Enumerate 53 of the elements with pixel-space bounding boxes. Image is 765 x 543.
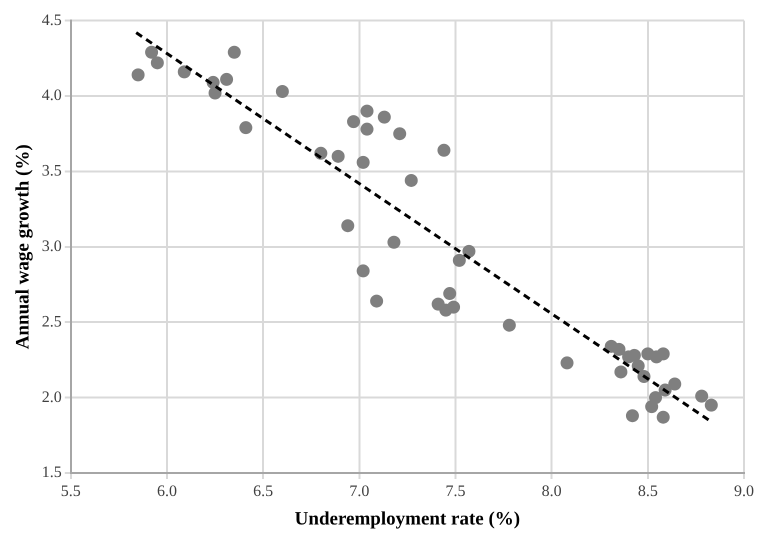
- point: [132, 68, 145, 82]
- point: [404, 174, 418, 187]
- y-tick-label: 2.0: [42, 388, 62, 406]
- point: [387, 236, 400, 249]
- point: [228, 46, 241, 59]
- point: [393, 127, 406, 140]
- y-tick-label: 4.0: [42, 87, 62, 104]
- point: [626, 409, 639, 422]
- point: [276, 84, 289, 98]
- point: [443, 287, 456, 300]
- y-tick-label: 3.5: [42, 162, 62, 180]
- x-tick-label: 6.5: [253, 482, 274, 500]
- point: [668, 378, 682, 391]
- point: [356, 264, 370, 278]
- point: [649, 391, 662, 404]
- point: [145, 46, 158, 59]
- y-axis-title: Annual wage growth (%): [12, 144, 34, 350]
- point: [360, 122, 374, 136]
- point: [560, 356, 574, 370]
- point: [360, 104, 374, 118]
- y-tick-label: 3.0: [42, 238, 62, 256]
- point: [452, 254, 466, 267]
- point: [656, 410, 670, 424]
- point: [502, 318, 516, 332]
- x-tick-label: 8.0: [542, 482, 562, 500]
- x-tick-label: 7.5: [445, 482, 466, 500]
- point: [356, 156, 370, 169]
- x-tick-label: 7.0: [349, 482, 370, 500]
- y-tick-label: 1.5: [42, 464, 62, 482]
- y-tick-label: 2.5: [42, 313, 62, 330]
- point: [378, 110, 391, 124]
- point: [612, 342, 626, 356]
- point: [447, 300, 460, 314]
- y-tick-label: 4.5: [42, 12, 62, 29]
- point: [656, 347, 670, 360]
- point: [370, 294, 384, 308]
- point: [332, 150, 345, 163]
- x-tick-label: 5.5: [60, 482, 81, 500]
- x-tick-label: 6.0: [156, 482, 177, 500]
- point: [614, 365, 628, 378]
- x-tick-label: 9.0: [734, 482, 754, 500]
- point: [178, 65, 191, 78]
- point: [220, 72, 234, 86]
- point: [150, 56, 164, 70]
- point: [437, 144, 450, 157]
- point: [341, 219, 354, 232]
- point: [239, 121, 252, 134]
- point: [347, 115, 360, 128]
- x-axis-title: Underemployment rate (%): [294, 508, 520, 530]
- x-tick-label: 8.5: [638, 482, 658, 500]
- point: [208, 86, 222, 100]
- point: [695, 390, 708, 403]
- point: [704, 398, 718, 412]
